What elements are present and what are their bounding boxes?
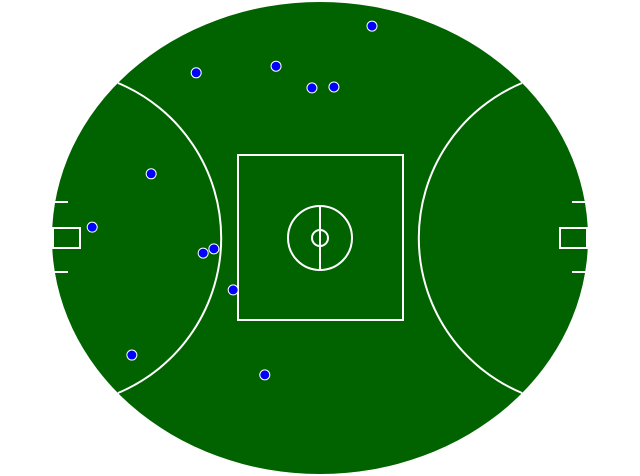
points: [86, 20, 378, 381]
point: [208, 243, 220, 255]
field-lines: [52, 82, 588, 394]
point: [197, 247, 209, 259]
point: [328, 81, 340, 93]
point: [190, 67, 202, 79]
point: [86, 221, 98, 233]
point: [270, 60, 282, 72]
point: [306, 82, 318, 94]
point: [259, 369, 271, 381]
point: [366, 20, 378, 32]
point: [145, 168, 157, 180]
point: [227, 284, 239, 296]
point: [126, 349, 138, 361]
